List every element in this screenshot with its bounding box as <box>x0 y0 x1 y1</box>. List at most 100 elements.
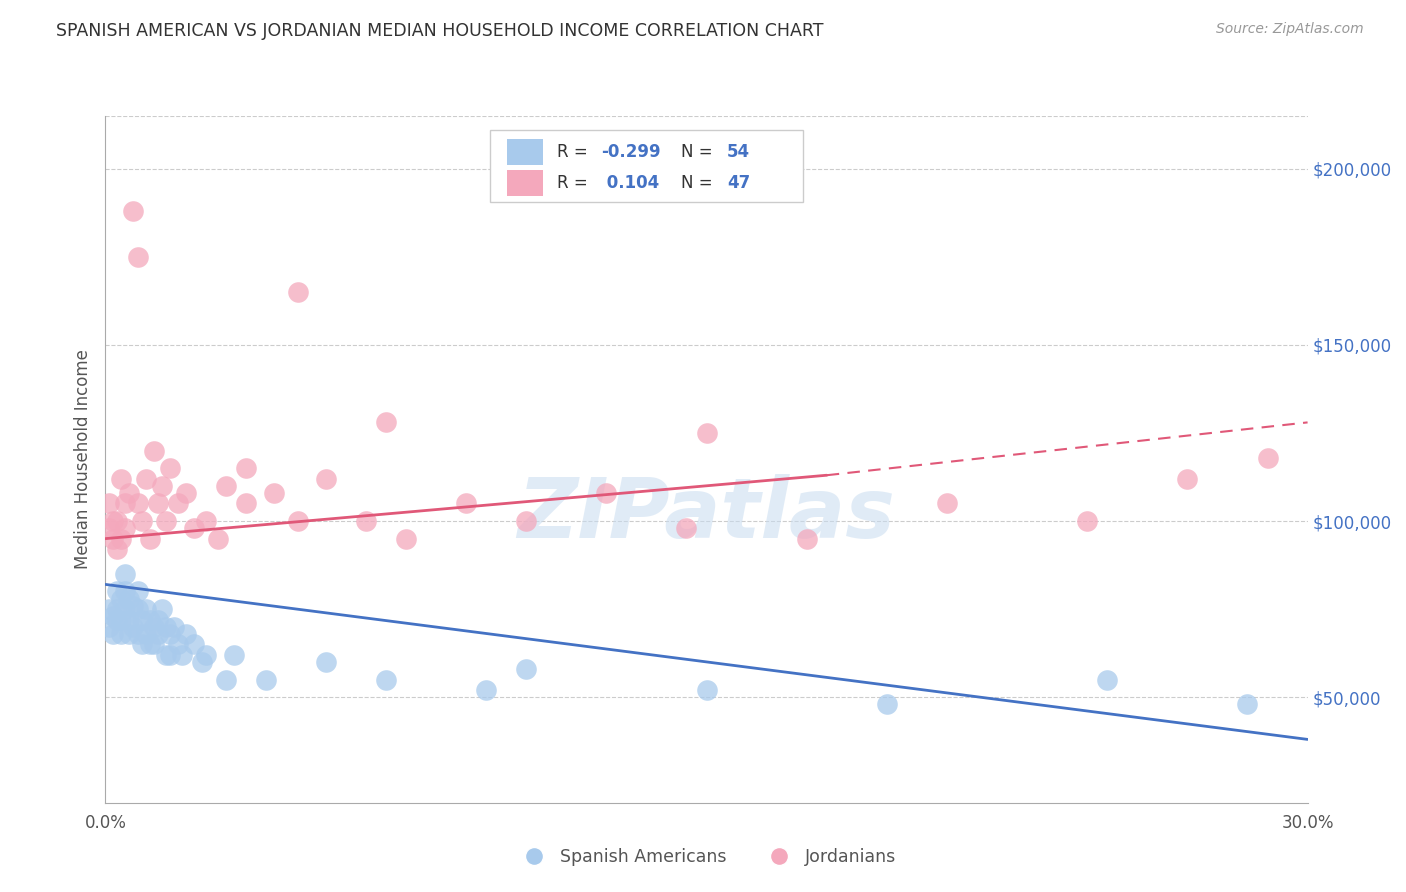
Y-axis label: Median Household Income: Median Household Income <box>73 350 91 569</box>
Point <box>114 496 136 510</box>
Text: ZIPatlas: ZIPatlas <box>517 474 896 555</box>
Point <box>110 626 132 640</box>
Text: R =: R = <box>557 143 593 161</box>
FancyBboxPatch shape <box>491 129 803 202</box>
Point <box>127 496 149 510</box>
FancyBboxPatch shape <box>508 169 543 195</box>
Point <box>155 648 177 662</box>
Point <box>142 620 165 634</box>
Point <box>127 584 149 599</box>
Point <box>118 626 141 640</box>
Legend: Spanish Americans, Jordanians: Spanish Americans, Jordanians <box>510 841 903 873</box>
Point <box>138 532 160 546</box>
Point <box>107 602 129 616</box>
Point <box>1236 697 1258 711</box>
Point <box>214 673 236 687</box>
Point <box>159 626 181 640</box>
Point <box>131 514 153 528</box>
Point <box>122 620 145 634</box>
Text: SPANISH AMERICAN VS JORDANIAN MEDIAN HOUSEHOLD INCOME CORRELATION CHART: SPANISH AMERICAN VS JORDANIAN MEDIAN HOU… <box>56 22 824 40</box>
Point <box>190 655 212 669</box>
Point <box>155 514 177 528</box>
Text: 47: 47 <box>727 174 751 192</box>
Point <box>146 496 169 510</box>
Point <box>122 204 145 219</box>
Point <box>138 613 160 627</box>
Point <box>222 648 245 662</box>
Point <box>135 602 157 616</box>
Point <box>254 673 277 687</box>
Point <box>595 486 617 500</box>
Point <box>138 637 160 651</box>
Point <box>110 613 132 627</box>
Point <box>107 542 129 557</box>
Point <box>170 648 193 662</box>
Point <box>515 514 537 528</box>
Point <box>235 461 257 475</box>
Point <box>1257 450 1279 465</box>
Point <box>127 250 149 264</box>
Point <box>131 637 153 651</box>
Point <box>155 620 177 634</box>
Point <box>263 486 285 500</box>
Point <box>1076 514 1098 528</box>
Point <box>107 514 129 528</box>
FancyBboxPatch shape <box>508 138 543 165</box>
Point <box>876 697 898 711</box>
Point <box>207 532 229 546</box>
Point <box>183 637 205 651</box>
Point <box>103 609 125 624</box>
Point <box>114 521 136 535</box>
Point <box>696 683 718 698</box>
Point <box>107 613 129 627</box>
Text: 0.104: 0.104 <box>600 174 659 192</box>
Point <box>395 532 418 546</box>
Point <box>159 648 181 662</box>
Point <box>162 620 184 634</box>
Text: 54: 54 <box>727 143 749 161</box>
Point <box>287 285 309 299</box>
Point <box>194 648 217 662</box>
Point <box>98 620 121 634</box>
Point <box>118 486 141 500</box>
Point <box>110 591 132 606</box>
Point <box>98 521 121 535</box>
Point <box>103 514 125 528</box>
Point <box>127 626 149 640</box>
Point <box>166 637 188 651</box>
Text: -0.299: -0.299 <box>600 143 661 161</box>
Point <box>110 472 132 486</box>
Point <box>131 613 153 627</box>
Point <box>114 584 136 599</box>
Point <box>107 584 129 599</box>
Point <box>103 532 125 546</box>
Point <box>1097 673 1119 687</box>
Point <box>142 443 165 458</box>
Text: N =: N = <box>682 174 718 192</box>
Point <box>98 496 121 510</box>
Point <box>374 416 398 430</box>
Point <box>214 479 236 493</box>
Point <box>475 683 498 698</box>
Point <box>287 514 309 528</box>
Point <box>354 514 377 528</box>
Point <box>135 626 157 640</box>
Point <box>194 514 217 528</box>
Point <box>174 626 197 640</box>
Point <box>98 602 121 616</box>
Point <box>796 532 818 546</box>
Point <box>515 662 537 676</box>
Point <box>454 496 477 510</box>
Point <box>103 626 125 640</box>
Point <box>166 496 188 510</box>
Point <box>114 602 136 616</box>
Point <box>114 566 136 581</box>
Point <box>118 591 141 606</box>
Point <box>315 655 337 669</box>
Point <box>159 461 181 475</box>
Point <box>118 613 141 627</box>
Point <box>110 532 132 546</box>
Point <box>374 673 398 687</box>
Point <box>936 496 959 510</box>
Point <box>135 472 157 486</box>
